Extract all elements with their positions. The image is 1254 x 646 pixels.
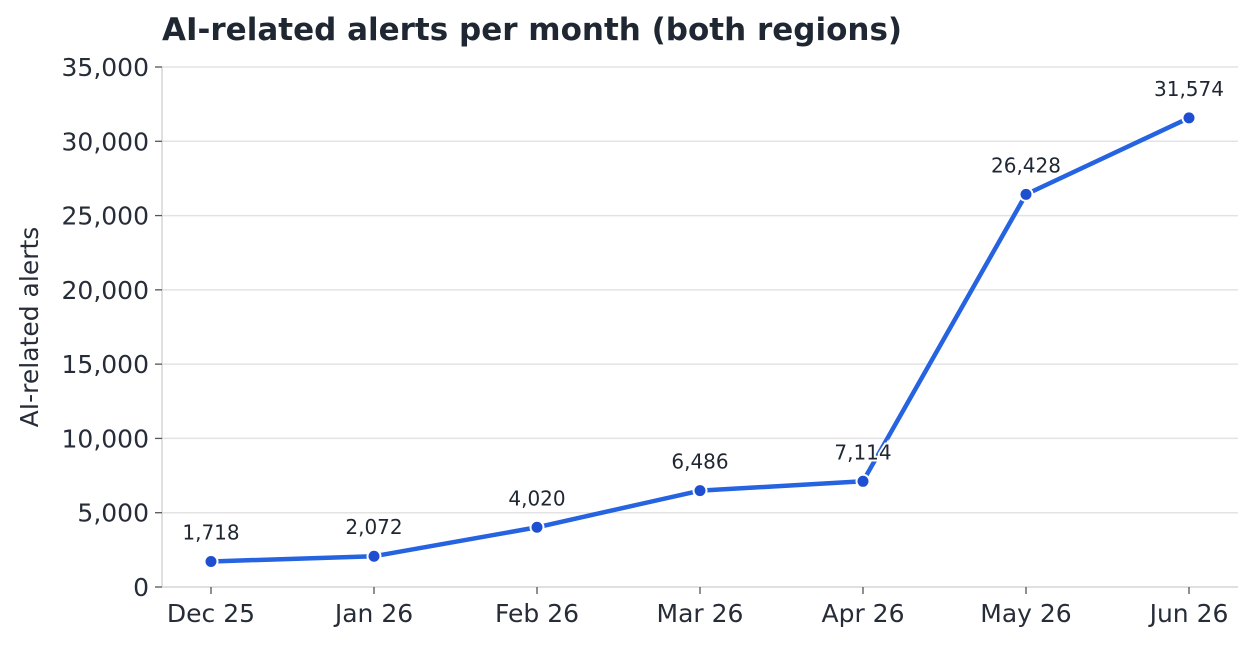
data-label: 4,020: [508, 486, 565, 510]
grid-lines: [162, 66, 1238, 514]
data-labels: 1,718 2,072 4,020 6,486 7,114 26,428 31,574: [180, 75, 1226, 547]
y-tick-label: 0: [133, 573, 149, 602]
data-point: [1181, 110, 1197, 126]
data-label: 2,072: [345, 515, 402, 539]
data-point: [1018, 186, 1034, 202]
x-tick-label: Feb 26: [495, 599, 579, 628]
y-axis-ticks: 0 5,000 10,000 15,000 20,000 25,000 30,000 35,0…: [62, 53, 162, 602]
data-point: [692, 483, 708, 499]
data-label: 1,718: [182, 520, 239, 544]
y-tick-label: 35,000: [62, 53, 149, 82]
data-label: 6,486: [671, 450, 728, 474]
y-axis-label: AI-related alerts: [15, 227, 44, 428]
data-point: [203, 553, 219, 569]
y-tick-label: 5,000: [77, 499, 149, 528]
y-tick-label: 30,000: [62, 127, 149, 156]
x-tick-label: Jun 26: [1148, 599, 1229, 628]
data-label: 26,428: [991, 153, 1061, 177]
y-tick-label: 10,000: [62, 424, 149, 453]
x-tick-label: Dec 25: [167, 599, 255, 628]
data-point: [529, 519, 545, 535]
x-tick-label: Jan 26: [333, 599, 413, 628]
data-label: 31,574: [1154, 77, 1224, 101]
x-tick-label: May 26: [980, 599, 1071, 628]
y-tick-label: 25,000: [62, 202, 149, 231]
data-label: 7,114: [834, 440, 891, 464]
series-alerts: [203, 110, 1197, 569]
axes: [161, 67, 1238, 588]
data-point: [366, 548, 382, 564]
y-tick-label: 15,000: [62, 350, 149, 379]
x-tick-label: Mar 26: [657, 599, 744, 628]
y-tick-label: 20,000: [62, 276, 149, 305]
data-point: [855, 473, 871, 489]
chart-title: AI-related alerts per month (both region…: [162, 12, 902, 48]
x-tick-label: Apr 26: [821, 599, 904, 628]
x-axis-ticks: Dec 25 Jan 26 Feb 26 Mar 26 Apr 26 May 26 Jun …: [167, 587, 1228, 628]
